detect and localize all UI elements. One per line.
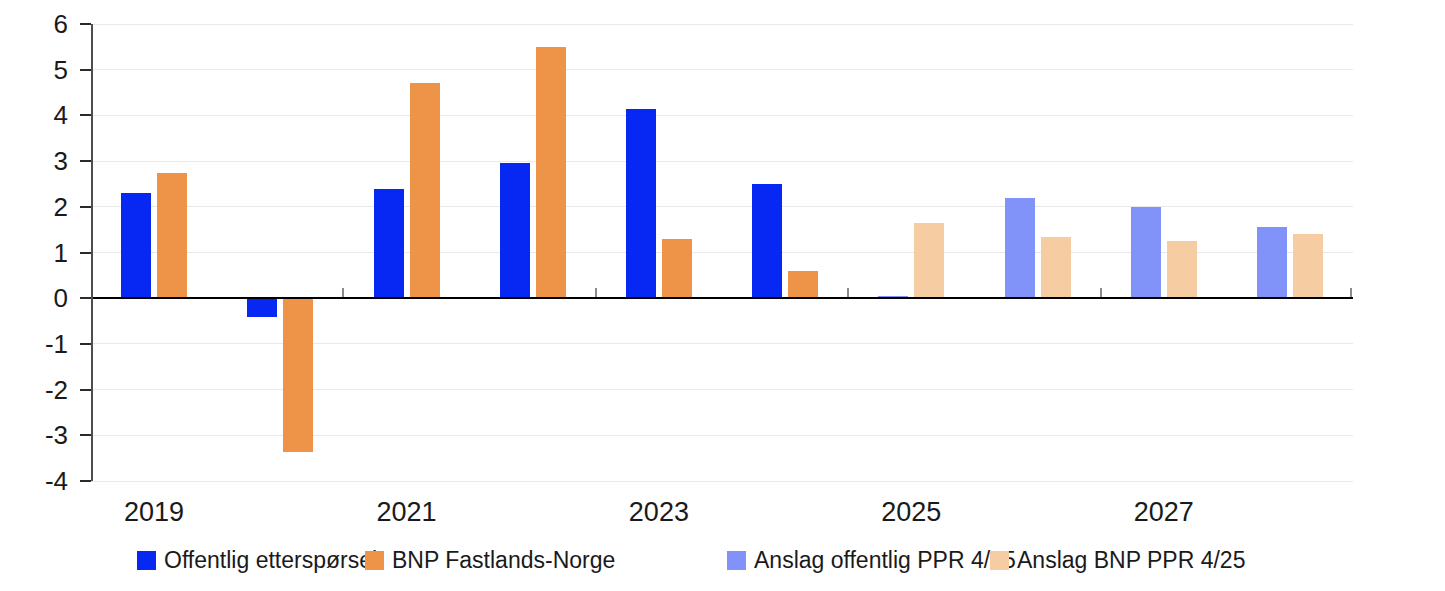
gridline-y-2 [91,389,1353,390]
x-axis-label-2019: 2019 [84,497,224,527]
bar-2026-anslag-offentlig-ppr-4-25 [1005,198,1035,299]
y-axis-tick-4 [80,114,91,116]
gridline-y-1 [91,343,1353,344]
legend-item-anslag-offentlig: Anslag offentlig PPR 4/25 [727,547,1016,573]
legend-label-anslag-bnp: Anslag BNP PPR 4/25 [1017,547,1245,573]
legend-label-bnp: BNP Fastlands-Norge [392,547,615,573]
y-axis-label-0: 0 [0,284,68,312]
x-axis-zero-line [91,297,1353,299]
plot-area [91,24,1353,481]
x-axis-label-2025: 2025 [841,497,981,527]
y-axis-tick--4 [80,480,91,482]
bar-2028-anslag-bnp-ppr-4-25 [1293,234,1323,298]
legend-label-anslag-offentlig: Anslag offentlig PPR 4/25 [754,547,1016,573]
x-axis-boundary-tick-4 [595,288,597,297]
gridline-y2 [91,206,1353,207]
gridline-y1 [91,252,1353,253]
legend-label-offentlig: Offentlig etterspørsel [164,547,377,573]
legend-swatch-bnp [365,551,384,570]
gridline-y5 [91,69,1353,70]
y-axis-tick--3 [80,434,91,436]
gridline-y-4 [91,481,1353,482]
legend-swatch-anslag-offentlig [727,551,746,570]
x-axis-label-2021: 2021 [337,497,477,527]
y-axis-tick--1 [80,343,91,345]
legend-item-anslag-bnp: Anslag BNP PPR 4/25 [990,547,1245,573]
y-axis-tick-1 [80,252,91,254]
bar-2023-offentlig-ettersp-rsel [626,109,656,299]
gridline-y4 [91,115,1353,116]
y-axis-tick-5 [80,69,91,71]
x-axis-boundary-tick-8 [1100,288,1102,297]
y-axis-label--4: -4 [0,467,68,495]
y-axis-tick--2 [80,389,91,391]
x-axis-label-2023: 2023 [589,497,729,527]
legend-item-bnp: BNP Fastlands-Norge [365,547,615,573]
y-axis-label-2: 2 [0,193,68,221]
bar-2025-anslag-bnp-ppr-4-25 [914,223,944,298]
gridline-y6 [91,24,1353,25]
y-axis-tick-0 [80,297,91,299]
y-axis-label--3: -3 [0,421,68,449]
bar-2027-anslag-offentlig-ppr-4-25 [1131,207,1161,298]
bar-2024-bnp-fastlands-norge [788,271,818,298]
legend-swatch-offentlig [137,551,156,570]
y-axis-label-3: 3 [0,147,68,175]
y-axis-label--1: -1 [0,330,68,358]
bar-2019-offentlig-ettersp-rsel [121,193,151,298]
y-axis-tick-2 [80,206,91,208]
y-axis-line [91,24,93,481]
y-axis-label--2: -2 [0,376,68,404]
bar-2019-bnp-fastlands-norge [157,173,187,299]
bar-2020-offentlig-ettersp-rsel [247,299,277,317]
bar-2022-offentlig-ettersp-rsel [500,163,530,298]
bar-2021-bnp-fastlands-norge [410,83,440,298]
bar-2023-bnp-fastlands-norge [662,239,692,298]
bar-2027-anslag-bnp-ppr-4-25 [1167,241,1197,298]
bar-2026-anslag-bnp-ppr-4-25 [1041,237,1071,299]
x-axis-boundary-tick-6 [847,288,849,297]
bar-2022-bnp-fastlands-norge [536,47,566,298]
y-axis-label-5: 5 [0,56,68,84]
legend-item-offentlig: Offentlig etterspørsel [137,547,377,573]
y-axis-tick-6 [80,23,91,25]
legend: Offentlig etterspørsel BNP Fastlands-Nor… [0,547,1445,577]
x-axis-boundary-tick-2 [342,288,344,297]
bar-2024-offentlig-ettersp-rsel [752,184,782,298]
y-axis-label-1: 1 [0,239,68,267]
legend-swatch-anslag-bnp [990,551,1009,570]
bar-2021-offentlig-ettersp-rsel [374,189,404,299]
x-axis-boundary-tick-10 [1350,288,1352,297]
gridline-y-3 [91,435,1353,436]
bar-2028-anslag-offentlig-ppr-4-25 [1257,227,1287,298]
bar-2020-bnp-fastlands-norge [283,299,313,452]
bar-chart: Offentlig etterspørsel BNP Fastlands-Nor… [0,0,1445,591]
y-axis-label-6: 6 [0,10,68,38]
gridline-y3 [91,161,1353,162]
x-axis-label-2027: 2027 [1094,497,1234,527]
y-axis-tick-3 [80,160,91,162]
y-axis-label-4: 4 [0,101,68,129]
